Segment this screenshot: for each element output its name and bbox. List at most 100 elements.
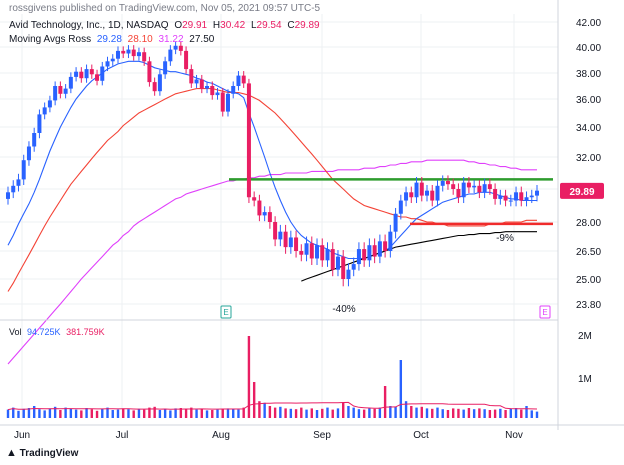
price-candle[interactable]	[231, 81, 236, 99]
price-candle[interactable]	[173, 41, 178, 55]
price-candle[interactable]	[482, 178, 487, 199]
price-candle[interactable]	[32, 127, 37, 152]
price-candle[interactable]	[37, 109, 42, 139]
price-candle[interactable]	[68, 72, 73, 94]
price-candle[interactable]	[210, 81, 215, 100]
price-candle[interactable]	[16, 173, 21, 192]
price-candle[interactable]	[215, 87, 220, 100]
price-candle[interactable]	[63, 84, 68, 99]
price-candle[interactable]	[89, 64, 94, 79]
price-candle[interactable]	[110, 54, 115, 66]
price-candle[interactable]	[288, 230, 293, 254]
price-candle[interactable]	[351, 257, 356, 277]
price-candle[interactable]	[398, 194, 403, 220]
price-candle[interactable]	[58, 81, 63, 99]
price-candle[interactable]	[404, 186, 409, 207]
price-candle[interactable]	[362, 242, 367, 267]
price-candle[interactable]	[273, 216, 278, 247]
price-candle[interactable]	[414, 177, 419, 204]
price-candle[interactable]	[246, 78, 251, 204]
price-candle[interactable]	[236, 71, 241, 91]
price-candle[interactable]	[194, 74, 199, 88]
price-candle[interactable]	[21, 154, 26, 185]
price-candle[interactable]	[11, 180, 16, 199]
price-candle[interactable]	[163, 56, 168, 79]
price-candle[interactable]	[440, 175, 445, 192]
price-candle[interactable]	[115, 46, 120, 64]
earnings-marker[interactable]	[220, 305, 232, 319]
price-candle[interactable]	[147, 56, 152, 87]
price-candle[interactable]	[241, 71, 246, 88]
price-candle[interactable]	[74, 67, 79, 82]
price-candle[interactable]	[498, 189, 503, 205]
price-candle[interactable]	[121, 46, 126, 59]
price-candle[interactable]	[142, 47, 147, 66]
earnings-marker[interactable]	[539, 305, 551, 319]
price-candle[interactable]	[529, 189, 534, 204]
price-candle[interactable]	[356, 242, 361, 271]
price-candle[interactable]	[205, 81, 210, 94]
price-candle[interactable]	[377, 234, 382, 264]
price-candle[interactable]	[257, 194, 262, 222]
price-candle[interactable]	[6, 186, 10, 205]
price-candle[interactable]	[278, 224, 283, 247]
price-candle[interactable]	[535, 185, 539, 202]
price-candle[interactable]	[100, 61, 105, 86]
price-candle[interactable]	[477, 180, 482, 199]
price-candle[interactable]	[372, 238, 377, 264]
price-candle[interactable]	[42, 102, 47, 120]
price-candle[interactable]	[189, 64, 194, 88]
price-candle[interactable]	[325, 242, 330, 267]
volume-legend[interactable]: Vol 94.725K 381.759K	[9, 327, 108, 337]
price-candle[interactable]	[524, 191, 529, 207]
price-candle[interactable]	[514, 186, 519, 207]
price-candle[interactable]	[304, 236, 309, 262]
price-candle[interactable]	[383, 234, 388, 258]
price-candle[interactable]	[335, 250, 340, 277]
price-candle[interactable]	[451, 178, 456, 195]
price-candle[interactable]	[466, 177, 471, 194]
price-candle[interactable]	[419, 177, 424, 202]
price-candle[interactable]	[425, 185, 430, 202]
price-candle[interactable]	[330, 242, 335, 277]
price-candle[interactable]	[393, 207, 398, 239]
price-candle[interactable]	[136, 47, 141, 61]
price-candle[interactable]	[84, 64, 89, 83]
price-candle[interactable]	[461, 177, 466, 204]
price-candle[interactable]	[178, 41, 183, 56]
price-candle[interactable]	[367, 238, 372, 267]
price-candle[interactable]	[95, 69, 100, 86]
price-candle[interactable]	[283, 224, 288, 254]
price-candle[interactable]	[430, 185, 435, 207]
price-candle[interactable]	[252, 191, 257, 207]
price-candle[interactable]	[47, 95, 52, 113]
price-candle[interactable]	[220, 87, 225, 117]
price-candle[interactable]	[294, 230, 299, 258]
moving-avgs-legend[interactable]: Moving Avgs Ross 29.28 28.10 31.22 27.50	[9, 34, 217, 45]
price-candle[interactable]	[508, 194, 513, 207]
price-candle[interactable]	[435, 180, 440, 207]
price-candle[interactable]	[346, 263, 351, 287]
price-candle[interactable]	[262, 206, 267, 222]
price-candle[interactable]	[409, 186, 414, 204]
price-candle[interactable]	[131, 45, 136, 61]
price-candle[interactable]	[445, 175, 450, 190]
price-candle[interactable]	[225, 89, 230, 117]
price-candle[interactable]	[315, 238, 320, 265]
price-candle[interactable]	[53, 81, 58, 106]
price-candle[interactable]	[341, 250, 346, 287]
tradingview-logo[interactable]: ▲ TradingView	[6, 447, 78, 459]
price-candle[interactable]	[267, 206, 272, 229]
price-candle[interactable]	[152, 77, 157, 96]
price-candle[interactable]	[299, 244, 304, 262]
price-candle[interactable]	[472, 180, 477, 194]
price-candle[interactable]	[487, 178, 492, 195]
price-candle[interactable]	[184, 46, 189, 74]
price-candle[interactable]	[26, 141, 31, 166]
price-candle[interactable]	[503, 189, 508, 207]
price-candle[interactable]	[519, 186, 524, 207]
price-candle[interactable]	[309, 236, 314, 266]
price-candle[interactable]	[199, 74, 204, 94]
price-candle[interactable]	[157, 69, 162, 96]
